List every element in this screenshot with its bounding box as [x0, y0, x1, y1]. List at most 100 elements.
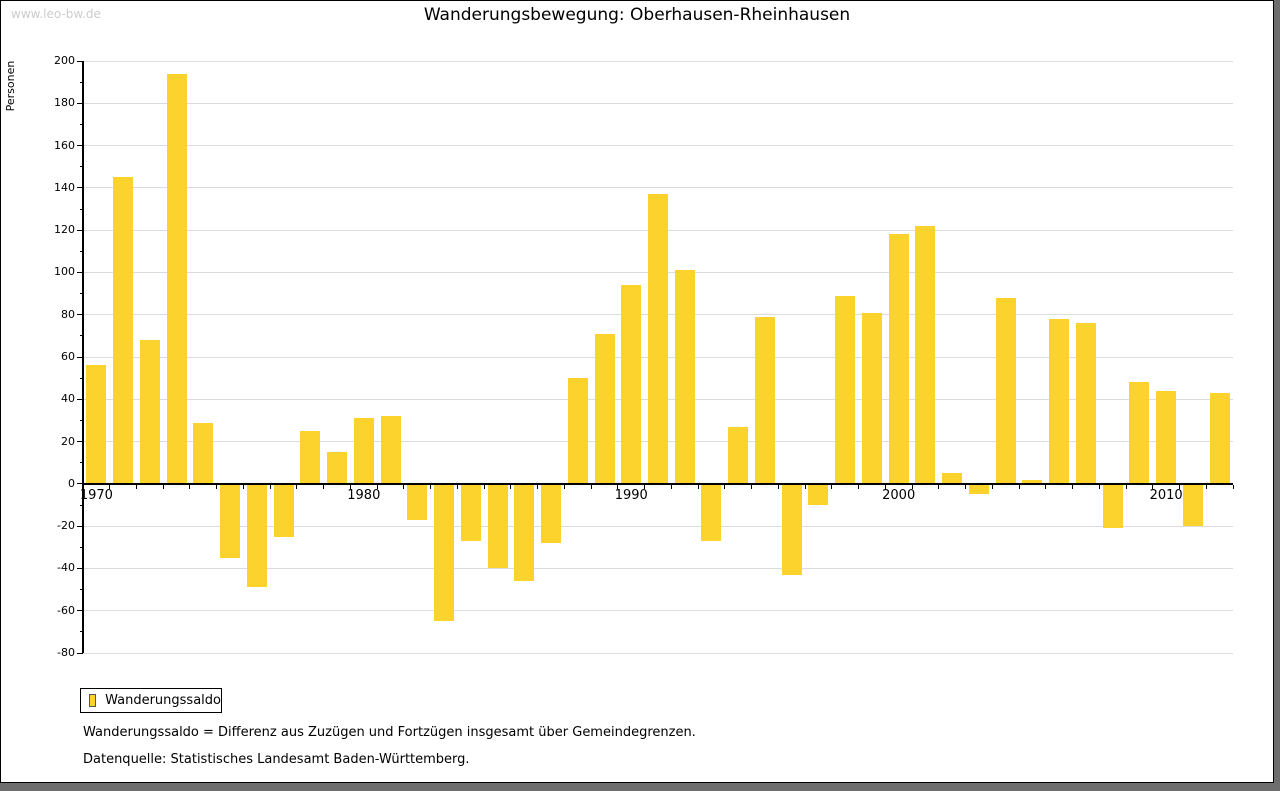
bar-1995 — [754, 316, 775, 484]
bar-1983 — [434, 483, 455, 622]
x-axis-tick — [1072, 484, 1074, 489]
y-axis-tick-label: 40 — [61, 392, 75, 406]
gridline — [83, 567, 1233, 569]
x-axis-tick-label: 2000 — [882, 487, 916, 503]
bar-2010 — [1156, 390, 1177, 484]
x-axis-tick — [644, 484, 646, 489]
bar-1981 — [380, 416, 401, 484]
y-axis-minor-tick — [80, 589, 83, 591]
x-axis-tick — [1125, 484, 1127, 489]
gridline — [83, 610, 1233, 612]
x-axis-tick — [777, 484, 779, 489]
x-axis-tick — [1018, 484, 1020, 489]
chart-title: Wanderungsbewegung: Oberhausen-Rheinhaus… — [423, 5, 851, 25]
bar-1998 — [835, 295, 856, 484]
x-axis-tick — [1045, 484, 1047, 489]
y-axis-tick-label: 140 — [54, 180, 75, 194]
x-axis-tick — [751, 484, 753, 489]
x-axis-tick — [831, 484, 833, 489]
y-axis-tick-label: 60 — [61, 350, 75, 363]
y-axis-minor-tick — [80, 293, 83, 295]
x-axis-tick-label: 2010 — [1149, 487, 1183, 503]
bar-1986 — [514, 483, 535, 582]
y-axis-tick-label: 200 — [54, 54, 75, 67]
gridline — [83, 187, 1233, 189]
x-axis-tick — [590, 484, 592, 489]
y-axis-major-tick — [77, 398, 83, 400]
bar-1972 — [139, 340, 160, 484]
x-axis-tick — [189, 484, 191, 489]
bar-1990 — [621, 285, 642, 484]
x-axis-tick — [1205, 484, 1207, 489]
gridline — [83, 60, 1233, 62]
bar-1993 — [701, 483, 722, 541]
y-axis-major-tick — [77, 525, 83, 527]
x-axis-tick — [269, 484, 271, 489]
y-axis-tick-label: 80 — [61, 307, 75, 321]
x-axis-tick — [296, 484, 298, 489]
x-axis-tick — [242, 484, 244, 489]
x-axis-tick — [965, 484, 967, 489]
y-axis-major-tick — [77, 271, 83, 273]
x-axis-tick-label: 1990 — [614, 487, 648, 503]
y-axis-major-tick — [77, 356, 83, 358]
y-axis-major-tick — [77, 145, 83, 147]
x-axis-tick — [510, 484, 512, 489]
y-axis-tick-label: -60 — [57, 603, 75, 617]
y-axis-minor-tick — [80, 504, 83, 506]
y-axis-minor-tick — [80, 208, 83, 210]
bar-1975 — [220, 483, 241, 558]
gridline — [83, 525, 1233, 527]
bar-1979 — [327, 452, 348, 484]
gridline — [83, 652, 1233, 654]
bar-1989 — [594, 333, 615, 484]
x-axis-tick — [991, 484, 993, 489]
y-axis-minor-tick — [80, 546, 83, 548]
bar-2002 — [942, 473, 963, 484]
bar-1999 — [861, 312, 882, 484]
y-axis-major-tick — [77, 567, 83, 569]
x-axis-tick — [483, 484, 485, 489]
y-axis-tick-label: 100 — [54, 265, 75, 279]
y-axis-major-tick — [77, 652, 83, 654]
x-axis-tick — [376, 484, 378, 489]
bar-1996 — [781, 483, 802, 575]
x-axis-tick — [403, 484, 405, 489]
x-axis-tick — [697, 484, 699, 489]
gridline — [83, 102, 1233, 104]
x-axis-tick — [1098, 484, 1100, 489]
bar-1971 — [113, 177, 134, 484]
y-axis-tick-label: 160 — [54, 138, 75, 152]
x-axis-tick — [1179, 484, 1180, 489]
x-axis-tick — [135, 484, 137, 489]
x-axis-tick — [456, 484, 458, 489]
bar-1982 — [407, 483, 428, 520]
bar-1977 — [273, 483, 294, 537]
y-axis-minor-tick — [80, 462, 83, 464]
x-axis-tick — [724, 484, 726, 489]
x-axis-tick — [216, 484, 218, 489]
bar-2005 — [1022, 479, 1043, 484]
y-axis-tick-label: 120 — [54, 223, 75, 237]
y-axis-tick-label: 20 — [61, 434, 75, 448]
legend: Wanderungssaldo — [80, 688, 222, 713]
x-axis-tick — [162, 484, 164, 489]
y-axis-major-tick — [77, 60, 83, 62]
y-axis-major-tick — [77, 229, 83, 231]
bar-1985 — [487, 483, 508, 569]
bar-1976 — [246, 483, 267, 588]
gridline — [83, 145, 1233, 147]
y-axis-minor-tick — [80, 166, 83, 168]
bar-1984 — [460, 483, 481, 541]
x-axis-tick — [617, 484, 619, 489]
x-axis-tick — [537, 484, 539, 489]
bar-2000 — [888, 234, 909, 484]
legend-label: Wanderungssaldo — [105, 693, 221, 708]
bar-1994 — [728, 426, 749, 484]
bar-1997 — [808, 483, 829, 505]
x-axis-zero-line — [83, 482, 1233, 485]
y-axis-major-tick — [77, 102, 83, 104]
footnote-definition: Wanderungssaldo = Differenz aus Zuzügen … — [83, 725, 696, 740]
